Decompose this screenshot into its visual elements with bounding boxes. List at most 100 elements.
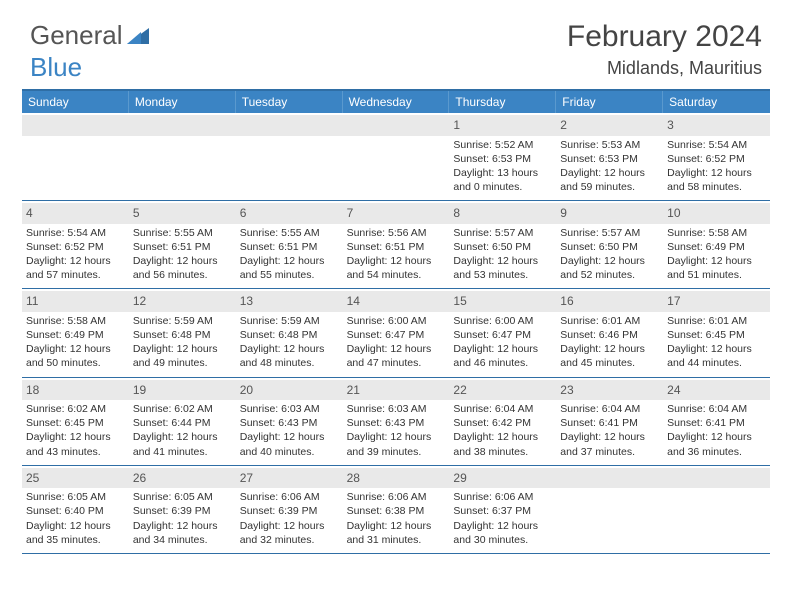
day-number-row: 27 [236,468,343,489]
day-number-row: 28 [343,468,450,489]
day-number-row: 1 [449,115,556,136]
day-number: 19 [133,383,146,397]
day-number-row: 26 [129,468,236,489]
sunrise-line: Sunrise: 6:01 AM [667,314,766,328]
day-number: 12 [133,294,146,308]
sunset-line: Sunset: 6:53 PM [560,152,659,166]
day-cell: 10Sunrise: 5:58 AMSunset: 6:49 PMDayligh… [663,201,770,288]
day-number-row: 4 [22,203,129,224]
day-number-row: 23 [556,380,663,401]
day-cell: 20Sunrise: 6:03 AMSunset: 6:43 PMDayligh… [236,378,343,465]
sunset-line: Sunset: 6:51 PM [133,240,232,254]
day-cell: 21Sunrise: 6:03 AMSunset: 6:43 PMDayligh… [343,378,450,465]
sunset-line: Sunset: 6:42 PM [453,416,552,430]
day-number [560,471,563,485]
day-number-row: 17 [663,291,770,312]
daylight-line: Daylight: 12 hours and 32 minutes. [240,519,339,547]
day-cell: 15Sunrise: 6:00 AMSunset: 6:47 PMDayligh… [449,289,556,376]
daylight-line: Daylight: 12 hours and 44 minutes. [667,342,766,370]
week-row: 25Sunrise: 6:05 AMSunset: 6:40 PMDayligh… [22,466,770,554]
brand-text-1: General [30,20,123,51]
sunset-line: Sunset: 6:37 PM [453,504,552,518]
day-number-row: 3 [663,115,770,136]
daylight-line: Daylight: 12 hours and 39 minutes. [347,430,446,458]
day-number-row: 15 [449,291,556,312]
sunrise-line: Sunrise: 5:54 AM [26,226,125,240]
daylight-line: Daylight: 12 hours and 56 minutes. [133,254,232,282]
day-number-row [129,115,236,136]
daylight-line: Daylight: 12 hours and 49 minutes. [133,342,232,370]
sunrise-line: Sunrise: 6:06 AM [240,490,339,504]
sunrise-line: Sunrise: 5:57 AM [560,226,659,240]
sunrise-line: Sunrise: 6:03 AM [347,402,446,416]
day-number: 15 [453,294,466,308]
day-cell: 17 Sunrise: 6:01 AMSunset: 6:45 PMDayligh… [663,289,770,376]
sunset-line: Sunset: 6:51 PM [240,240,339,254]
day-number-row: 11 [22,291,129,312]
day-cell: 11Sunrise: 5:58 AMSunset: 6:49 PMDayligh… [22,289,129,376]
day-number: 10 [667,206,680,220]
weekday-header-cell: Saturday [663,91,770,113]
day-cell: 22 Sunrise: 6:04 AMSunset: 6:42 PMDayligh… [449,378,556,465]
sunset-line: Sunset: 6:41 PM [560,416,659,430]
daylight-line: Daylight: 12 hours and 48 minutes. [240,342,339,370]
daylight-line: Daylight: 12 hours and 38 minutes. [453,430,552,458]
daylight-line: Daylight: 12 hours and 57 minutes. [26,254,125,282]
day-cell: 9Sunrise: 5:57 AMSunset: 6:50 PMDaylight… [556,201,663,288]
sunrise-line: Sunrise: 5:52 AM [453,138,552,152]
daylight-line: Daylight: 12 hours and 59 minutes. [560,166,659,194]
sunrise-line: Sunrise: 5:58 AM [667,226,766,240]
sunset-line: Sunset: 6:45 PM [667,328,766,342]
sunset-line: Sunset: 6:39 PM [240,504,339,518]
day-cell: 2Sunrise: 5:53 AMSunset: 6:53 PMDaylight… [556,113,663,200]
day-number: 14 [347,294,360,308]
daylight-line: Daylight: 12 hours and 58 minutes. [667,166,766,194]
day-number-row: 5 [129,203,236,224]
day-cell: 19Sunrise: 6:02 AMSunset: 6:44 PMDayligh… [129,378,236,465]
weekday-header-cell: Tuesday [236,91,343,113]
day-number-row: 8 [449,203,556,224]
daylight-line: Daylight: 12 hours and 40 minutes. [240,430,339,458]
day-number: 25 [26,471,39,485]
day-cell: 24Sunrise: 6:04 AMSunset: 6:41 PMDayligh… [663,378,770,465]
day-number: 11 [26,294,38,308]
weekday-header-cell: Sunday [22,91,129,113]
daylight-line: Daylight: 12 hours and 31 minutes. [347,519,446,547]
day-number-row: 29 [449,468,556,489]
sunset-line: Sunset: 6:53 PM [453,152,552,166]
sunrise-line: Sunrise: 6:00 AM [453,314,552,328]
day-cell: 25Sunrise: 6:05 AMSunset: 6:40 PMDayligh… [22,466,129,553]
day-number: 26 [133,471,146,485]
day-number: 13 [240,294,253,308]
sunset-line: Sunset: 6:52 PM [667,152,766,166]
sunset-line: Sunset: 6:50 PM [560,240,659,254]
sunrise-line: Sunrise: 6:04 AM [453,402,552,416]
day-number [240,118,243,132]
sunset-line: Sunset: 6:41 PM [667,416,766,430]
day-cell: 18Sunrise: 6:02 AMSunset: 6:45 PMDayligh… [22,378,129,465]
day-number: 1 [453,118,460,132]
sunset-line: Sunset: 6:47 PM [453,328,552,342]
sunset-line: Sunset: 6:40 PM [26,504,125,518]
sunset-line: Sunset: 6:43 PM [240,416,339,430]
sunrise-line: Sunrise: 5:55 AM [240,226,339,240]
day-number: 7 [347,206,354,220]
daylight-line: Daylight: 12 hours and 41 minutes. [133,430,232,458]
sunset-line: Sunset: 6:48 PM [240,328,339,342]
brand-text-2: Blue [30,52,82,82]
day-number-row: 6 [236,203,343,224]
day-number [133,118,136,132]
week-row: 4Sunrise: 5:54 AMSunset: 6:52 PMDaylight… [22,201,770,289]
day-number: 22 [453,383,466,397]
day-number-row: 18 [22,380,129,401]
day-cell: 4Sunrise: 5:54 AMSunset: 6:52 PMDaylight… [22,201,129,288]
day-number: 8 [453,206,460,220]
day-number-row: 16 [556,291,663,312]
daylight-line: Daylight: 12 hours and 51 minutes. [667,254,766,282]
day-cell [22,113,129,200]
day-cell: 26Sunrise: 6:05 AMSunset: 6:39 PMDayligh… [129,466,236,553]
day-number-row: 14 [343,291,450,312]
sunrise-line: Sunrise: 5:58 AM [26,314,125,328]
day-number: 29 [453,471,466,485]
sunrise-line: Sunrise: 6:06 AM [453,490,552,504]
